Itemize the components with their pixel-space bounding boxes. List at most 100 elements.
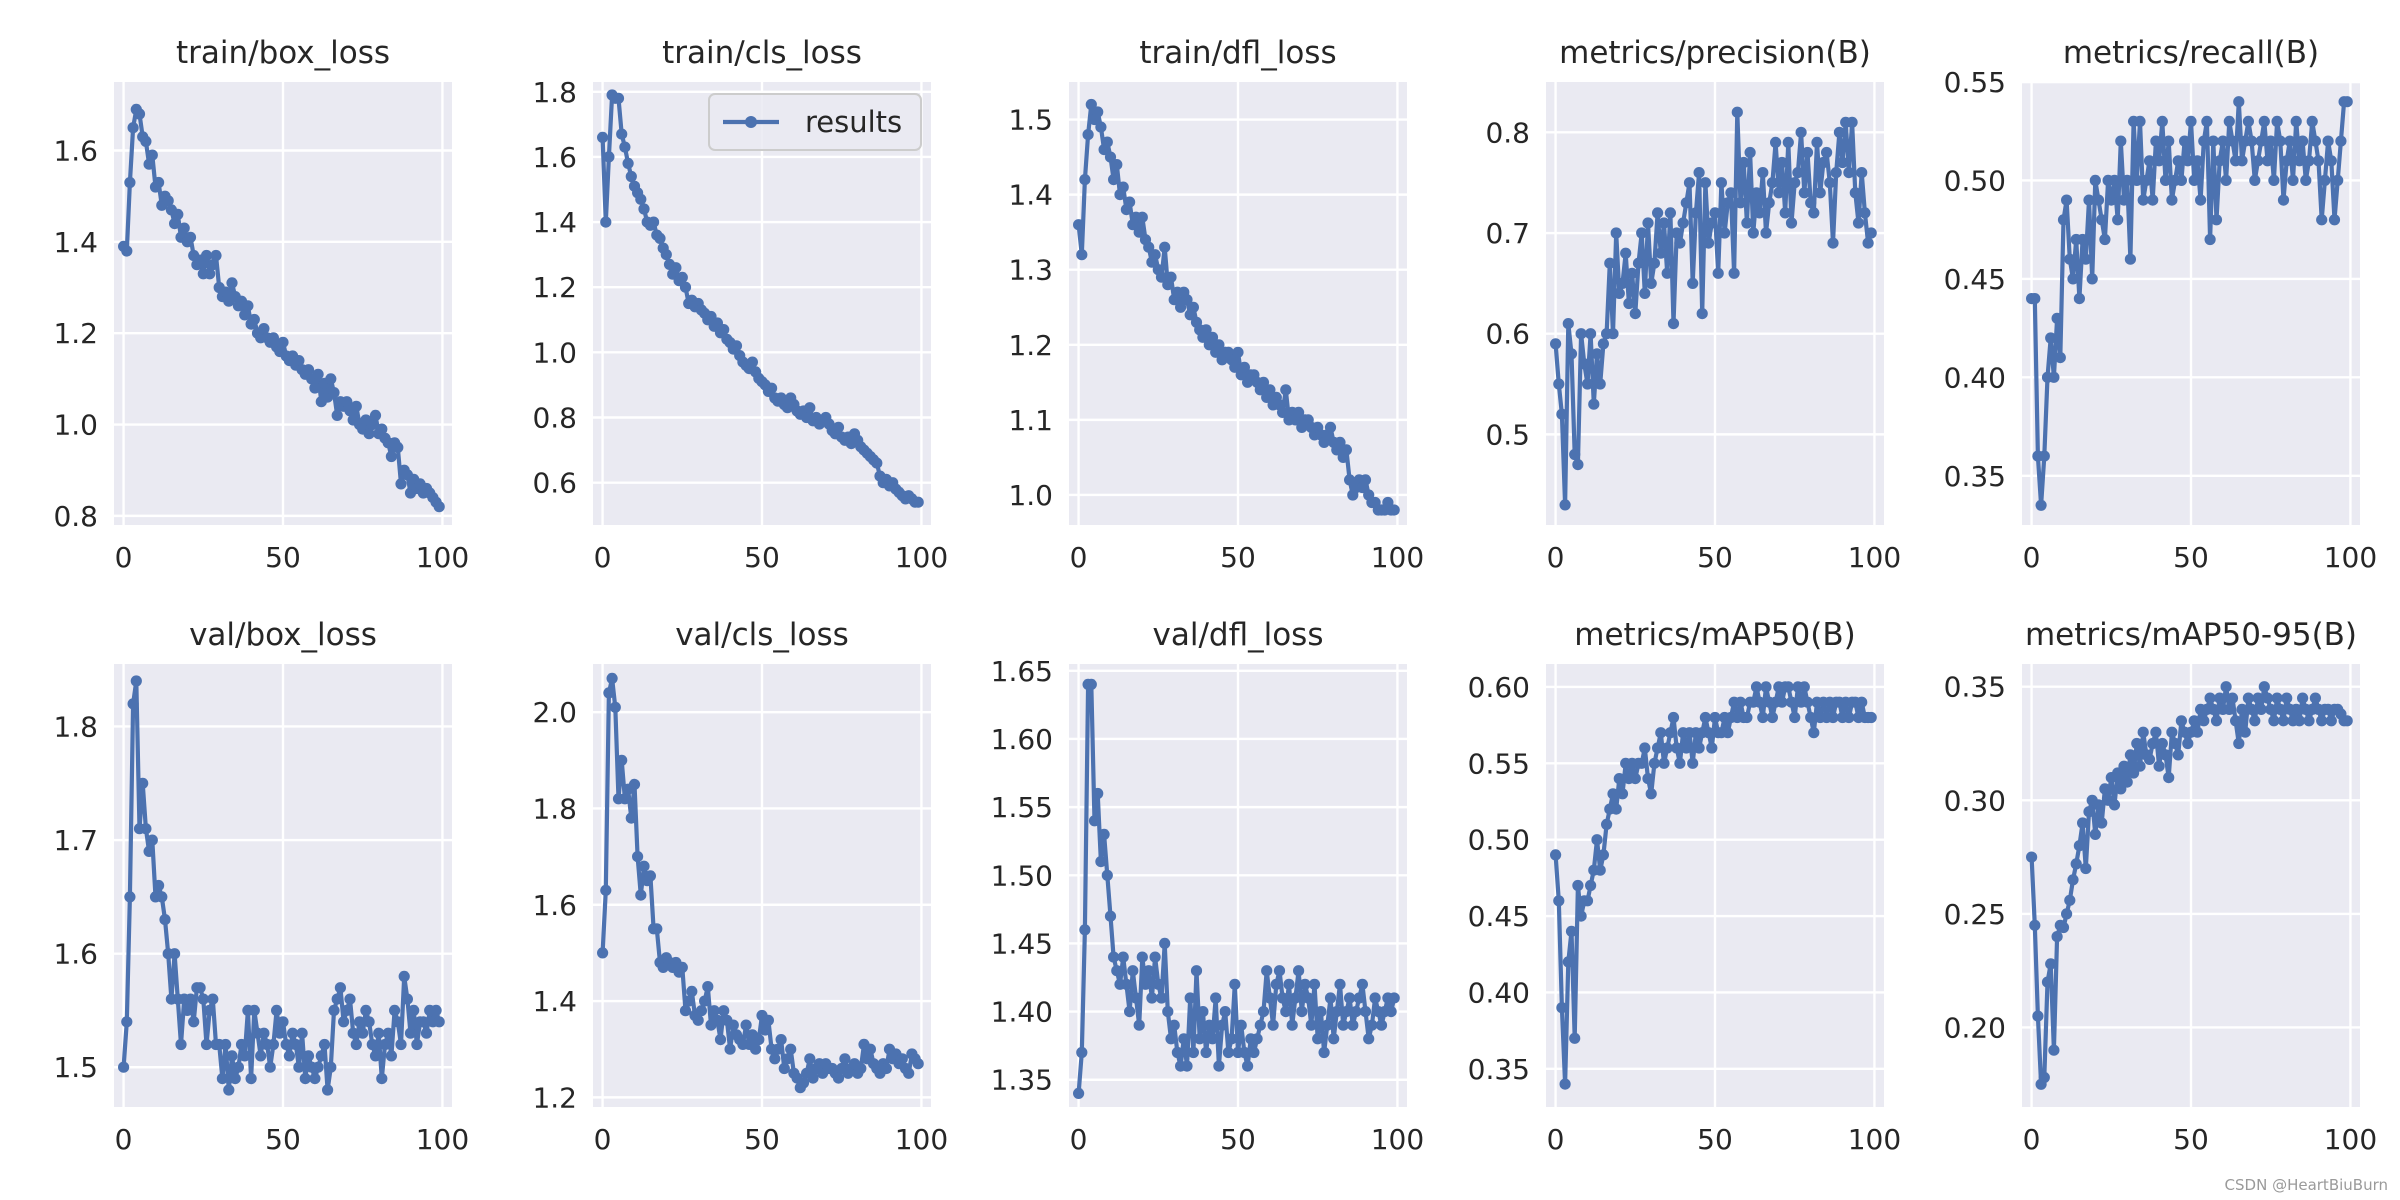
data-point bbox=[1597, 849, 1609, 861]
data-point bbox=[169, 218, 181, 230]
data-point bbox=[325, 1061, 337, 1073]
data-point bbox=[1280, 384, 1292, 396]
panel-title: train/box_loss bbox=[176, 35, 390, 71]
panel-title: val/cls_loss bbox=[675, 617, 849, 653]
x-tick-label: 100 bbox=[895, 541, 948, 574]
data-point bbox=[1178, 1033, 1190, 1045]
x-tick-label: 0 bbox=[1070, 1123, 1088, 1156]
data-point bbox=[2096, 817, 2108, 829]
data-point bbox=[118, 1061, 130, 1073]
y-tick-label: 1.50 bbox=[991, 859, 1053, 892]
y-tick-label: 1.4 bbox=[532, 985, 577, 1018]
data-point bbox=[1190, 965, 1203, 977]
data-point bbox=[1569, 1032, 1581, 1044]
data-point bbox=[130, 675, 142, 687]
data-point bbox=[622, 157, 634, 169]
data-point bbox=[1798, 187, 1810, 199]
y-tick-label: 1.6 bbox=[53, 938, 98, 971]
data-point bbox=[1302, 992, 1314, 1004]
data-point bbox=[1181, 294, 1193, 306]
data-point bbox=[417, 1016, 429, 1028]
data-point bbox=[2341, 715, 2353, 727]
data-point bbox=[2099, 783, 2111, 795]
data-point bbox=[347, 1027, 359, 1039]
data-point bbox=[1693, 742, 1705, 754]
data-point bbox=[2026, 851, 2038, 863]
data-point bbox=[2140, 174, 2152, 186]
data-point bbox=[1693, 167, 1705, 179]
panel-train-cls-loss: train/cls_loss 0 50 100 0.6 0.8 1.0 1.2 1.4 1.6 1.… bbox=[532, 35, 948, 574]
data-point bbox=[2325, 715, 2337, 727]
data-point bbox=[1076, 249, 1088, 261]
data-point bbox=[1862, 237, 1874, 249]
data-point bbox=[616, 754, 628, 766]
y-tick-label: 1.4 bbox=[532, 206, 577, 239]
data-point bbox=[2064, 253, 2076, 265]
data-point bbox=[1293, 406, 1305, 418]
data-point bbox=[1814, 187, 1826, 199]
data-point bbox=[638, 860, 650, 872]
data-point bbox=[2182, 737, 2194, 750]
data-point bbox=[1334, 436, 1346, 448]
y-tick-label: 1.40 bbox=[991, 996, 1053, 1029]
data-point bbox=[1092, 787, 1104, 800]
data-point bbox=[287, 1027, 299, 1039]
data-point bbox=[1293, 965, 1305, 977]
data-point bbox=[2096, 214, 2108, 226]
data-point bbox=[1703, 727, 1715, 739]
data-point bbox=[1750, 681, 1763, 693]
data-point bbox=[1257, 376, 1270, 388]
y-tick-label: 0.45 bbox=[1944, 263, 2006, 296]
legend-label: results bbox=[805, 105, 902, 139]
data-point bbox=[1111, 965, 1123, 977]
data-point bbox=[2249, 174, 2261, 186]
data-point bbox=[1843, 167, 1855, 179]
data-point bbox=[1133, 1019, 1145, 1031]
data-point bbox=[153, 176, 165, 189]
data-point bbox=[2332, 174, 2344, 186]
data-point bbox=[1108, 951, 1120, 963]
data-point bbox=[714, 1034, 727, 1046]
data-point bbox=[1846, 116, 1858, 128]
data-point bbox=[1597, 338, 1609, 350]
data-point bbox=[1356, 978, 1368, 990]
data-point bbox=[1187, 1046, 1199, 1059]
data-point bbox=[1588, 398, 1600, 410]
data-point bbox=[2048, 371, 2060, 383]
data-point bbox=[2328, 214, 2341, 226]
data-point bbox=[855, 1062, 867, 1075]
data-point bbox=[1747, 227, 1759, 239]
data-point bbox=[1763, 197, 1775, 209]
data-point bbox=[1277, 992, 1289, 1004]
data-point bbox=[1124, 1006, 1136, 1018]
data-point bbox=[2134, 115, 2146, 127]
data-point bbox=[676, 961, 688, 974]
data-point bbox=[2252, 692, 2264, 704]
data-point bbox=[223, 1084, 235, 1096]
data-point bbox=[1226, 1033, 1238, 1045]
data-point bbox=[2316, 214, 2328, 226]
data-point bbox=[1859, 207, 1871, 219]
data-point bbox=[638, 203, 650, 215]
watermark: CSDN @HeartBiuBurn bbox=[2224, 1176, 2388, 1194]
data-point bbox=[379, 1038, 391, 1051]
data-point bbox=[1562, 318, 1574, 330]
data-point bbox=[1581, 895, 1594, 907]
data-point bbox=[804, 1053, 816, 1065]
data-point bbox=[1165, 1033, 1177, 1045]
data-point bbox=[1827, 237, 1839, 249]
data-point bbox=[2150, 726, 2162, 738]
data-point bbox=[2341, 96, 2353, 108]
data-point bbox=[785, 1043, 797, 1055]
data-point bbox=[1353, 992, 1365, 1004]
data-point bbox=[1585, 879, 1597, 892]
data-point bbox=[395, 478, 407, 490]
data-point bbox=[711, 1014, 724, 1026]
data-point bbox=[1315, 1006, 1327, 1018]
data-point bbox=[2207, 703, 2219, 716]
data-point bbox=[1120, 978, 1132, 990]
data-point bbox=[1562, 956, 1574, 968]
data-point bbox=[325, 373, 337, 385]
data-point bbox=[207, 993, 219, 1005]
data-point bbox=[2242, 115, 2254, 127]
